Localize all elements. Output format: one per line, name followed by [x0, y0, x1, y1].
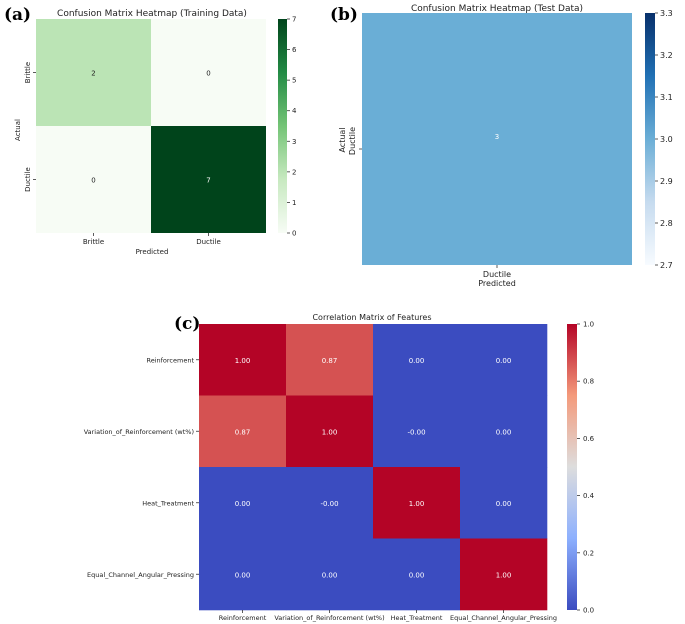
- chart-c-cell-label: 1.00: [496, 571, 512, 579]
- chart-b-colorbar-label: 3.0: [660, 135, 673, 144]
- chart-a-cell-label: 0: [91, 177, 95, 185]
- chart-c-colorbar-label: 0.4: [583, 492, 595, 500]
- chart-c-cell-label: -0.00: [320, 500, 338, 508]
- chart-a-colorbar-label: 1: [292, 199, 296, 207]
- chart-c-cell: [286, 324, 374, 396]
- chart-c-cell-label: 1.00: [409, 500, 425, 508]
- chart-a-colorbar-label: 0: [292, 230, 296, 238]
- chart-b-cell-label: 3: [495, 133, 499, 141]
- chart-a-xlabel: Predicted: [136, 248, 169, 256]
- chart-a-xtick-label: Brittle: [83, 238, 104, 246]
- chart-c-ytick-label: Variation_of_Reinforcement (wt%): [84, 428, 194, 436]
- chart-b-colorbar-label: 3.1: [660, 93, 673, 102]
- chart-c-cell: [199, 324, 287, 396]
- chart-a-colorbar-label: 3: [292, 138, 296, 146]
- chart-c-cell-label: 0.00: [235, 571, 251, 579]
- chart-c-cell-label: 0.00: [235, 500, 251, 508]
- chart-a-cell: [36, 126, 151, 233]
- chart-c-ytick-label: Reinforcement: [146, 356, 194, 364]
- chart-c-cell: [373, 538, 461, 611]
- panel-label-c: (c): [174, 314, 200, 334]
- chart-b-cell: [362, 13, 632, 265]
- chart-b-colorbar-label: 3.2: [660, 51, 673, 60]
- chart-c-cell-label: 0.00: [409, 571, 425, 579]
- chart-b-colorbar: [645, 13, 655, 265]
- chart-c-cell-label: 0.00: [322, 571, 338, 579]
- chart-b-colorbar-label: 2.7: [660, 261, 673, 270]
- chart-c-cell-label: 0.00: [496, 357, 512, 365]
- chart-c-colorbar-label: 1.0: [583, 321, 594, 329]
- chart-a-cell-label: 2: [91, 70, 95, 78]
- chart-a-colorbar-label: 7: [292, 16, 296, 24]
- chart-c-colorbar: [567, 324, 577, 610]
- chart-c-cell: [199, 395, 287, 468]
- chart-c-cell: [460, 324, 548, 396]
- chart-c-colorbar-label: 0.0: [583, 607, 594, 615]
- panel-label-b: (b): [330, 5, 358, 25]
- chart-c-cell: [373, 395, 461, 468]
- chart-a: Confusion Matrix Heatmap (Training Data)…: [14, 9, 297, 256]
- chart-c-ytick-label: Equal_Channel_Angular_Pressing: [87, 571, 194, 579]
- chart-a-ylabel: Actual: [14, 119, 22, 141]
- chart-a-ytick-label: Ductile: [24, 167, 32, 192]
- chart-a-colorbar: [278, 19, 287, 233]
- chart-a-title: Confusion Matrix Heatmap (Training Data): [57, 9, 247, 19]
- panel-label-a: (a): [4, 5, 31, 25]
- chart-c-xtick-label: Variation_of_Reinforcement (wt%): [274, 614, 384, 622]
- chart-c-cell-label: 0.00: [496, 500, 512, 508]
- chart-a-cell-label: 7: [206, 177, 210, 185]
- chart-b-xlabel: Predicted: [478, 279, 516, 288]
- chart-c-cell-label: -0.00: [407, 428, 425, 436]
- chart-c-cell: [373, 324, 461, 396]
- chart-a-cell-label: 0: [206, 70, 210, 78]
- chart-c: Correlation Matrix of Features 1.00 0.87 0…: [84, 313, 595, 622]
- chart-c-xtick-label: Reinforcement: [219, 614, 267, 622]
- chart-c-cell: [460, 538, 548, 611]
- chart-a-cell: [36, 19, 151, 126]
- chart-c-cell-label: 0.87: [322, 357, 338, 365]
- chart-c-cell: [286, 395, 374, 468]
- chart-c-cell-label: 1.00: [235, 357, 251, 365]
- chart-c-xtick-label: Heat_Treatment: [391, 614, 443, 622]
- chart-c-cell-label: 0.00: [409, 357, 425, 365]
- chart-c-colorbar-label: 0.8: [583, 378, 594, 386]
- chart-c-cell: [460, 395, 548, 468]
- chart-a-cell: [151, 19, 266, 126]
- chart-b-colorbar-label: 3.3: [660, 9, 673, 18]
- chart-c-ytick-label: Heat_Treatment: [142, 499, 194, 507]
- chart-c-cell-label: 0.00: [496, 428, 512, 436]
- chart-a-cell: [151, 126, 266, 233]
- chart-b-colorbar-label: 2.9: [660, 177, 673, 186]
- chart-b-colorbar-label: 2.8: [660, 219, 673, 228]
- chart-a-ytick-label: Brittle: [24, 62, 32, 83]
- chart-c-colorbar-label: 0.2: [583, 549, 594, 557]
- chart-a-colorbar-label: 5: [292, 77, 296, 85]
- chart-a-colorbar-label: 2: [292, 168, 296, 176]
- chart-c-title: Correlation Matrix of Features: [312, 313, 431, 322]
- chart-b: Confusion Matrix Heatmap (Test Data) 3 D…: [338, 4, 673, 288]
- chart-c-cell: [199, 538, 287, 611]
- chart-c-cell: [286, 538, 374, 611]
- chart-a-xtick-label: Ductile: [196, 238, 221, 246]
- chart-c-cell: [199, 467, 287, 539]
- chart-c-colorbar-label: 0.6: [583, 435, 595, 443]
- chart-b-title: Confusion Matrix Heatmap (Test Data): [411, 4, 583, 14]
- chart-c-xtick-label: Equal_Channel_Angular_Pressing: [450, 614, 557, 622]
- chart-b-xtick-label: Ductile: [483, 270, 511, 279]
- chart-b-ylabel: Actual: [338, 127, 347, 152]
- chart-b-ytick-label: Ductile: [348, 127, 357, 155]
- chart-c-cell: [460, 467, 548, 539]
- chart-c-cell: [286, 467, 374, 539]
- chart-a-colorbar-label: 4: [292, 107, 297, 115]
- chart-a-colorbar-label: 6: [292, 46, 297, 54]
- chart-c-cell-label: 1.00: [322, 428, 338, 436]
- chart-c-cell-label: 0.87: [235, 428, 251, 436]
- chart-c-cell: [373, 467, 461, 539]
